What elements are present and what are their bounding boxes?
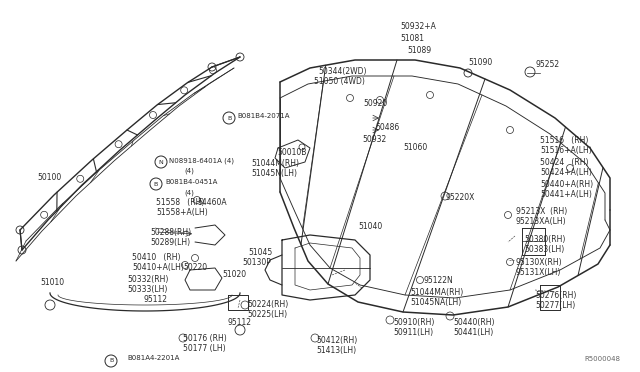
- Text: B081B4-2071A: B081B4-2071A: [237, 113, 289, 119]
- Text: 50277(LH): 50277(LH): [535, 301, 575, 310]
- Text: R5000048: R5000048: [584, 356, 620, 362]
- Text: 50177 (LH): 50177 (LH): [183, 344, 226, 353]
- Text: B: B: [109, 359, 113, 363]
- Text: 51081: 51081: [400, 34, 424, 43]
- Text: 51558   (RH): 51558 (RH): [156, 198, 204, 207]
- Text: 50410+A(LH): 50410+A(LH): [132, 263, 184, 272]
- Text: 50911(LH): 50911(LH): [393, 328, 433, 337]
- Text: N08918-6401A (4): N08918-6401A (4): [169, 157, 234, 164]
- Text: 50440+A(RH): 50440+A(RH): [540, 180, 593, 189]
- Text: 50130P: 50130P: [242, 258, 271, 267]
- Text: 51413(LH): 51413(LH): [316, 346, 356, 355]
- Text: 95131X(LH): 95131X(LH): [516, 268, 561, 277]
- Text: (4): (4): [184, 189, 194, 196]
- Text: B081A4-2201A: B081A4-2201A: [127, 355, 179, 361]
- Text: 51516+A(LH): 51516+A(LH): [540, 146, 592, 155]
- Text: 51516   (RH): 51516 (RH): [540, 136, 588, 145]
- Text: 51045NA(LH): 51045NA(LH): [410, 298, 461, 307]
- Text: 50910(RH): 50910(RH): [393, 318, 435, 327]
- Text: B: B: [227, 115, 231, 121]
- Text: 50441+A(LH): 50441+A(LH): [540, 190, 592, 199]
- Text: 95112: 95112: [228, 318, 252, 327]
- Text: 51045N(LH): 51045N(LH): [251, 169, 297, 178]
- Text: 95213XA(LH): 95213XA(LH): [516, 217, 566, 226]
- Text: 54460A: 54460A: [197, 198, 227, 207]
- Text: 51558+A(LH): 51558+A(LH): [156, 208, 208, 217]
- Text: 95220X: 95220X: [445, 193, 474, 202]
- Text: (4): (4): [184, 167, 194, 173]
- Text: 50932+A: 50932+A: [400, 22, 436, 31]
- Text: 50440(RH): 50440(RH): [453, 318, 495, 327]
- Text: 50100: 50100: [37, 173, 61, 182]
- Text: 50220: 50220: [183, 263, 207, 272]
- Text: 50332(RH): 50332(RH): [127, 275, 168, 284]
- Text: 95213X  (RH): 95213X (RH): [516, 207, 567, 216]
- Text: 51090: 51090: [468, 58, 492, 67]
- Text: 95252: 95252: [535, 60, 559, 69]
- Text: 50383(LH): 50383(LH): [524, 245, 564, 254]
- Text: 95112: 95112: [143, 295, 167, 304]
- Text: 50225(LH): 50225(LH): [247, 310, 287, 319]
- Text: 50380(RH): 50380(RH): [524, 235, 565, 244]
- Text: 51050 (4WD): 51050 (4WD): [314, 77, 365, 86]
- Text: 50932: 50932: [362, 135, 387, 144]
- Text: 50344(2WD): 50344(2WD): [318, 67, 367, 76]
- Text: 50333(LH): 50333(LH): [127, 285, 168, 294]
- Text: 51045: 51045: [248, 248, 272, 257]
- Text: 51020: 51020: [222, 270, 246, 279]
- Text: 95122N: 95122N: [424, 276, 454, 285]
- Text: 51010: 51010: [40, 278, 64, 287]
- Text: 50010B: 50010B: [277, 148, 307, 157]
- Text: 51089: 51089: [407, 46, 431, 55]
- Text: 50920: 50920: [363, 99, 387, 108]
- Text: 50289(LH): 50289(LH): [150, 238, 190, 247]
- Text: 50288(RH): 50288(RH): [150, 228, 191, 237]
- Text: 50424   (RH): 50424 (RH): [540, 158, 589, 167]
- Text: 50176 (RH): 50176 (RH): [183, 334, 227, 343]
- Text: 50424+A(LH): 50424+A(LH): [540, 168, 592, 177]
- Text: 50412(RH): 50412(RH): [316, 336, 357, 345]
- Text: 50224(RH): 50224(RH): [247, 300, 288, 309]
- Text: 51060: 51060: [403, 143, 428, 152]
- Text: B: B: [154, 182, 158, 186]
- Text: 95130X(RH): 95130X(RH): [516, 258, 563, 267]
- Text: 51044M(RH): 51044M(RH): [251, 159, 299, 168]
- Text: B081B4-0451A: B081B4-0451A: [165, 179, 218, 185]
- Text: 51044MA(RH): 51044MA(RH): [410, 288, 463, 297]
- Text: N: N: [159, 160, 163, 164]
- Text: 50410   (RH): 50410 (RH): [132, 253, 180, 262]
- Text: 50276(RH): 50276(RH): [535, 291, 577, 300]
- Text: 50441(LH): 50441(LH): [453, 328, 493, 337]
- Text: 51040: 51040: [358, 222, 382, 231]
- Text: 50486: 50486: [375, 123, 399, 132]
